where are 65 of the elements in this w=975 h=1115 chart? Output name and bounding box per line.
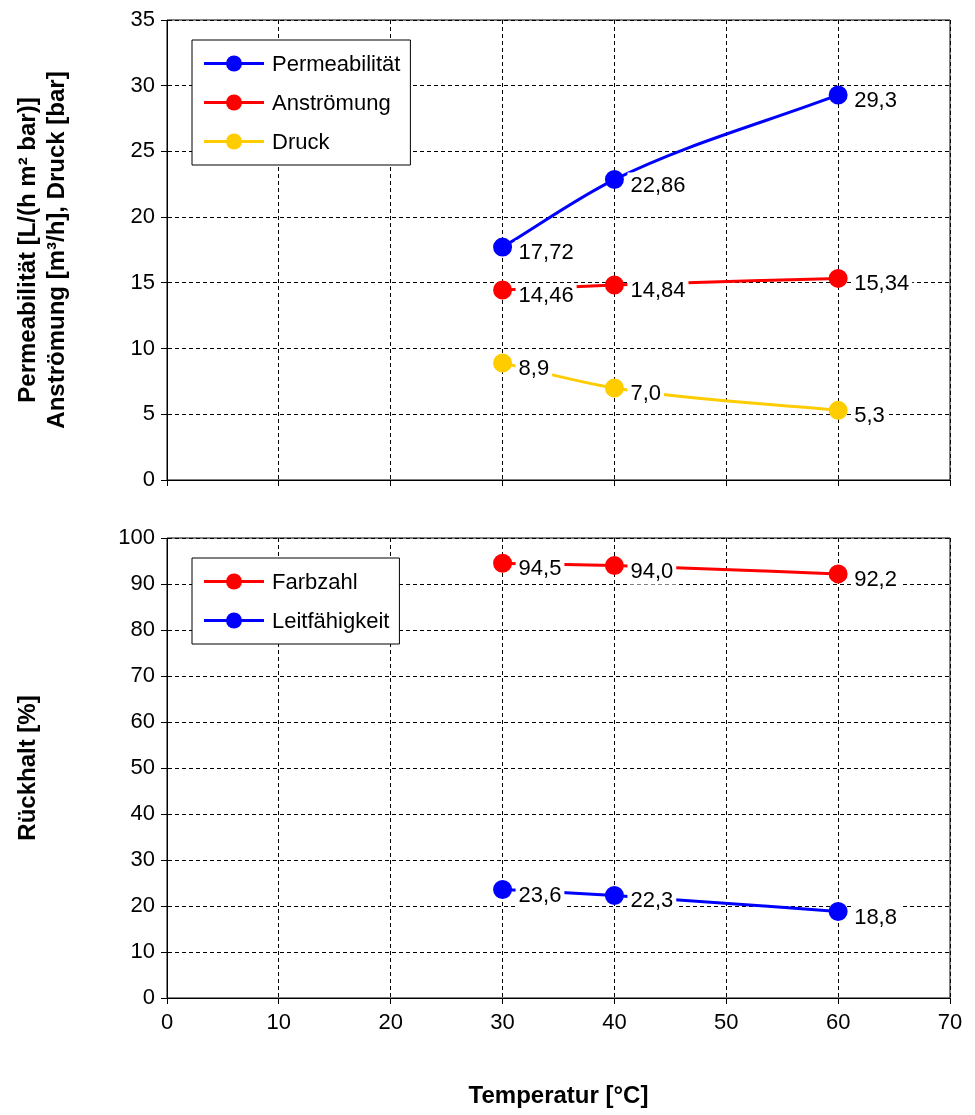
data-label: 92,2 — [854, 565, 897, 591]
point — [493, 353, 513, 373]
y-tick-label: 35 — [130, 6, 155, 32]
y-tick-label: 100 — [118, 524, 155, 550]
legend-label: Permeabilität — [272, 50, 401, 76]
data-label: 5,3 — [854, 402, 885, 428]
x-tick-label: 10 — [266, 1009, 292, 1035]
y-tick-label: 90 — [130, 570, 155, 596]
y-tick-label: 0 — [142, 466, 155, 492]
y-tick-label: 40 — [130, 800, 155, 826]
y-tick-label: 10 — [130, 334, 155, 360]
point — [828, 564, 848, 584]
point — [828, 85, 848, 105]
legend-label: Leitfähigkeit — [272, 607, 390, 633]
data-label: 15,34 — [854, 270, 910, 296]
data-label: 8,9 — [518, 355, 550, 381]
y-tick-label: 70 — [130, 662, 155, 688]
y-tick-label: 80 — [130, 616, 155, 642]
y-tick-label: 60 — [130, 708, 155, 734]
legend-label: Farbzahl — [272, 568, 358, 594]
y-tick-label: 30 — [130, 71, 155, 97]
point — [828, 902, 848, 922]
legend-label: Druck — [272, 128, 331, 154]
x-tick-label: 70 — [937, 1009, 963, 1035]
legend-label: Anströmung — [272, 89, 391, 115]
y-tick-label: 15 — [130, 268, 155, 294]
data-label: 94,5 — [518, 555, 562, 581]
y-axis-title: Permeabilität [L/(h m² bar)] Anströmung [m³/h], Druck [bar] — [13, 71, 69, 429]
point — [604, 378, 624, 398]
point — [604, 885, 624, 905]
data-label: 17,72 — [518, 239, 574, 265]
x-tick-label: 30 — [490, 1009, 515, 1035]
point — [493, 237, 513, 257]
y-tick-label: 5 — [142, 400, 155, 426]
y-tick-label: 10 — [130, 938, 155, 964]
x-tick-label: 0 — [160, 1009, 174, 1035]
point — [604, 275, 624, 295]
point — [493, 280, 513, 300]
data-label: 22,3 — [630, 887, 674, 913]
y-tick-label: 20 — [130, 203, 155, 229]
x-tick-label: 20 — [378, 1009, 403, 1035]
y-axis-title: Rückhalt [%] — [13, 695, 41, 841]
y-tick-label: 25 — [130, 137, 155, 163]
point — [828, 400, 848, 420]
data-label: 14,84 — [630, 277, 686, 303]
y-tick-label: 20 — [130, 892, 155, 918]
x-axis-title: Temperatur [°C] — [468, 1081, 649, 1109]
point — [604, 556, 624, 576]
y-tick-label: 50 — [130, 754, 155, 780]
data-label: 29,3 — [854, 86, 897, 112]
data-label: 14,46 — [518, 282, 574, 308]
point — [828, 268, 848, 288]
point — [604, 170, 624, 190]
data-label: 18,8 — [854, 903, 897, 929]
x-tick-label: 50 — [714, 1009, 739, 1035]
data-label: 7,0 — [630, 380, 662, 406]
point — [493, 879, 513, 899]
x-tick-label: 60 — [825, 1009, 851, 1035]
x-tick-label: 40 — [602, 1009, 627, 1035]
data-label: 94,0 — [630, 557, 674, 583]
data-label: 23,6 — [518, 881, 562, 907]
y-tick-label: 0 — [142, 984, 155, 1010]
data-label: 22,86 — [630, 171, 686, 197]
y-tick-label: 30 — [130, 846, 155, 872]
point — [493, 553, 513, 573]
